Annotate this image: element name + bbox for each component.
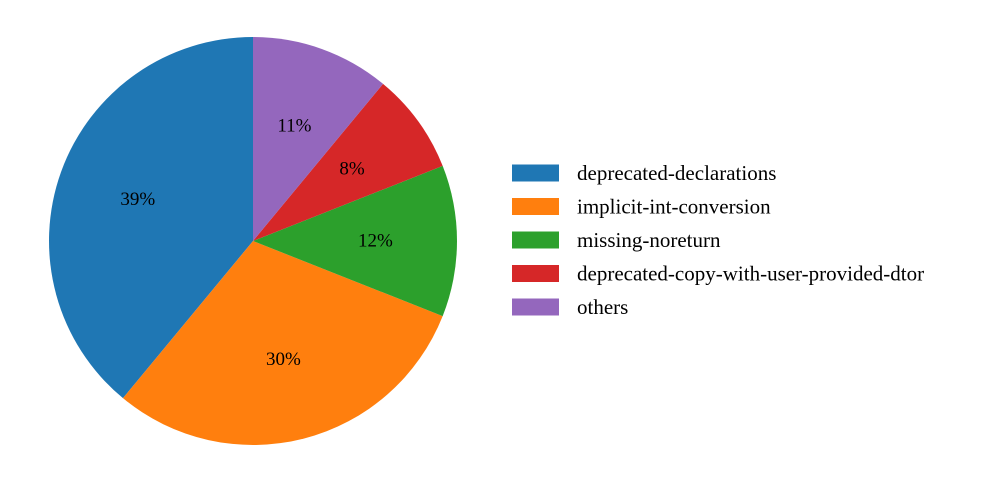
pie-slice-implicit-int-conversion [122, 241, 443, 445]
legend-label-missing-noreturn: missing-noreturn [577, 228, 721, 252]
pie-slice-deprecated-copy-with-user-provided-dtor [253, 83, 443, 241]
legend-swatch-others [512, 298, 559, 316]
pie-slice-others [253, 37, 384, 241]
pct-label-missing-noreturn: 12% [358, 231, 393, 252]
legend-label-implicit-int-conversion: implicit-int-conversion [577, 195, 771, 219]
legend-label-deprecated-copy-with-user-provided-dtor: deprecated-copy-with-user-provided-dtor [577, 262, 924, 286]
legend-swatch-deprecated-copy-with-user-provided-dtor [512, 265, 559, 282]
pct-label-deprecated-declarations: 39% [120, 189, 155, 210]
pct-label-deprecated-copy-with-user-provided-dtor: 8% [339, 159, 365, 180]
percentage-labels: 39% 30% 12% 8% 11% [120, 115, 393, 370]
legend-swatch-implicit-int-conversion [512, 198, 559, 215]
legend-label-others: others [577, 295, 628, 319]
pct-label-others: 11% [277, 115, 311, 136]
legend: deprecated-declarations implicit-int-conv… [512, 161, 924, 319]
pct-label-implicit-int-conversion: 30% [266, 349, 301, 370]
legend-swatch-missing-noreturn [512, 231, 559, 249]
pie-slice-deprecated-declarations [49, 37, 254, 399]
pie-slices [49, 37, 457, 445]
legend-label-deprecated-declarations: deprecated-declarations [577, 161, 776, 185]
legend-swatch-deprecated-declarations [512, 164, 559, 182]
pie-slice-missing-noreturn [253, 165, 457, 317]
